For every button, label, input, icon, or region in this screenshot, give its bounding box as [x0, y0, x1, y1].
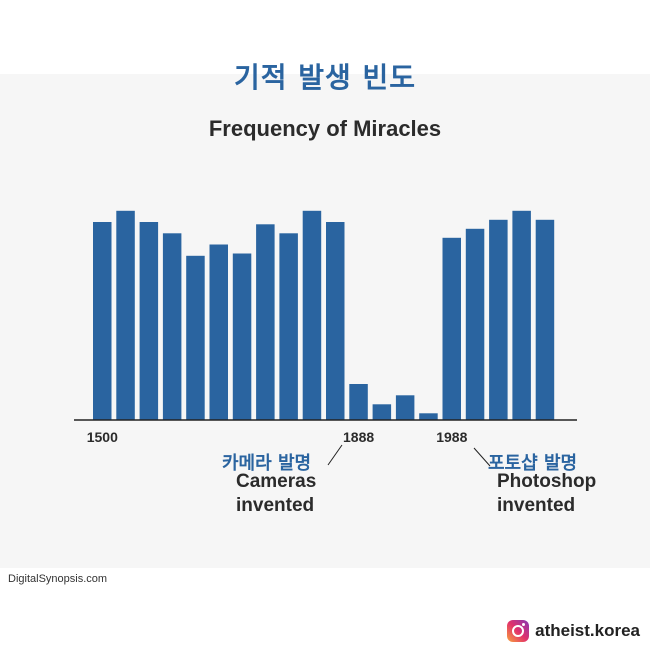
bars-group — [93, 210, 555, 421]
bar-3 — [162, 233, 182, 421]
brand-name: atheist.korea — [535, 621, 640, 640]
bar-10 — [326, 222, 345, 420]
bar-5 — [209, 244, 228, 420]
bar-17 — [489, 219, 508, 421]
bar-18 — [512, 210, 531, 421]
bar-7 — [256, 224, 275, 421]
camera-annotation-en-line1: Cameras — [236, 471, 317, 492]
bar-9 — [302, 210, 322, 421]
camera-annotation-leader — [327, 444, 343, 466]
x-tick-labels: 1500 1888 1988 — [87, 429, 468, 445]
photoshop-annotation-leader — [473, 447, 491, 467]
photoshop-annotation-en-line1: Photoshop — [497, 471, 597, 492]
bar-14 — [419, 413, 438, 421]
bar-8 — [279, 233, 298, 421]
brand-watermark[interactable]: atheist.korea — [507, 620, 640, 642]
bar-15 — [442, 237, 461, 421]
bar-13 — [395, 395, 415, 421]
camera-annotation-en-line2: invented — [236, 495, 315, 516]
bar-12 — [372, 404, 392, 421]
x-tick-label-1888: 1888 — [343, 429, 374, 445]
chart-title: Frequency of Miracles — [208, 116, 442, 141]
bar-1 — [116, 210, 135, 421]
bar-19 — [535, 219, 555, 421]
photoshop-annotation-ko: 포토샵 발명 — [488, 453, 578, 474]
instagram-icon — [507, 620, 530, 642]
bar-6 — [232, 253, 252, 420]
x-tick-label-1500: 1500 — [87, 429, 118, 445]
bar-4 — [186, 255, 205, 421]
x-tick-label-1988: 1988 — [436, 429, 467, 445]
korean-title: 기적 발생 빈도 — [233, 61, 417, 94]
bar-11 — [349, 384, 368, 420]
bar-16 — [465, 228, 485, 421]
bar-2 — [139, 222, 159, 420]
bar-0 — [93, 222, 112, 420]
photoshop-annotation-en-line2: invented — [497, 495, 576, 516]
camera-annotation-ko: 카메라 발명 — [222, 453, 312, 474]
source-credit: DigitalSynopsis.com — [8, 573, 108, 585]
